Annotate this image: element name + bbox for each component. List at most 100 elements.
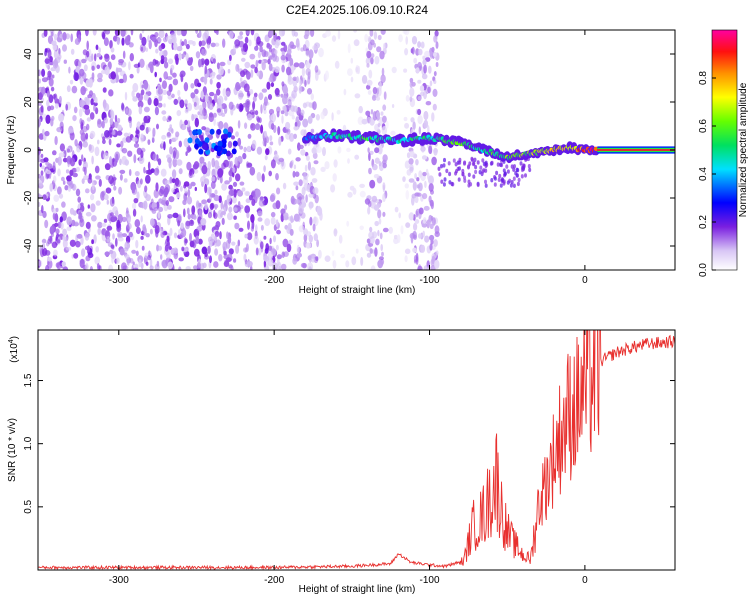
spectrogram-cell <box>422 230 426 238</box>
spectrogram-cell <box>275 200 281 210</box>
spectrogram-cell <box>311 147 317 154</box>
colorbar: 0.0 0.2 0.4 0.6 0.8 Normalized spectral ampl… <box>698 29 749 277</box>
y-tick-label: -20 <box>23 190 34 205</box>
spectrogram-cell <box>435 41 439 49</box>
spectrogram-cell <box>273 124 277 134</box>
spectrogram-cell <box>281 81 285 87</box>
spectrogram-cell <box>126 207 129 214</box>
spectrogram-cell <box>390 130 396 136</box>
spectrogram-cell <box>432 88 438 97</box>
spectrogram-cell <box>234 44 239 49</box>
spectrogram-cell <box>201 48 207 56</box>
spectrogram-cell <box>119 174 123 181</box>
spectrogram-cell <box>231 171 235 178</box>
spectrogram-cell <box>104 251 110 256</box>
spectrogram-cell <box>417 48 423 56</box>
spectrogram-cell <box>287 148 292 155</box>
spectrogram-cell <box>113 176 116 186</box>
spectrogram-cell <box>246 232 253 241</box>
spectrogram-cell <box>41 165 45 170</box>
spectrogram-cell <box>261 61 266 71</box>
spectrogram-cell <box>415 159 419 166</box>
spectrogram-cell <box>186 161 192 171</box>
spectrogram-cell <box>255 188 261 198</box>
spectrogram-cell <box>187 40 194 45</box>
spectrogram-cell <box>172 72 177 78</box>
spectrogram-cell <box>260 124 264 134</box>
spectrogram-cell <box>38 201 41 207</box>
spectrogram-cell <box>240 70 246 78</box>
spectrogram-cell <box>405 95 410 102</box>
spectrogram-cell <box>257 217 263 222</box>
signal-point <box>593 146 599 151</box>
spectrogram-cell <box>175 179 182 188</box>
spectrogram-cell <box>134 219 141 228</box>
spectrogram-cell <box>378 218 382 225</box>
spectrogram-cell <box>133 154 137 164</box>
spectrogram-cell <box>296 120 301 127</box>
spectrogram-cell <box>76 145 81 153</box>
spectrogram-cell <box>209 91 215 97</box>
spectrogram-cell <box>256 146 263 155</box>
spectrogram-cell <box>187 137 193 144</box>
x-tick-label: 0 <box>582 275 588 286</box>
spectrogram-cell <box>198 162 203 168</box>
spectrogram-cell <box>79 68 85 77</box>
spectrogram-cell <box>216 108 222 113</box>
spectrogram-cell <box>309 216 313 226</box>
spectrogram-cell <box>121 102 125 111</box>
spectrogram-cell <box>137 100 144 109</box>
spectrogram-cell <box>325 30 331 37</box>
spectrogram-cell <box>166 35 172 42</box>
spectrogram-cell <box>467 183 471 188</box>
spectrogram-cell <box>296 252 303 258</box>
spectrogram-cell <box>372 163 378 171</box>
spectrogram-cell <box>109 40 113 49</box>
spectrogram-cell <box>275 173 279 181</box>
spectrogram-cell <box>369 226 373 233</box>
spectrogram-cell <box>163 56 168 63</box>
spectrogram-cell <box>353 30 357 33</box>
spectrogram-cell <box>303 172 307 180</box>
spectrogram-cell <box>210 42 216 48</box>
spectrogram-cell <box>515 167 519 172</box>
spectrogram-cell <box>266 81 271 90</box>
spectrogram-cell <box>189 169 193 176</box>
spectrogram-cell <box>209 72 215 79</box>
spectrogram-cell <box>221 112 226 117</box>
spectrogram-cell <box>91 215 97 222</box>
spectrogram-cell <box>91 72 95 80</box>
spectrogram-cell <box>454 162 458 167</box>
spectrogram-cell <box>510 180 514 185</box>
spectrogram-cell <box>189 232 192 242</box>
spectrogram-cell <box>241 57 246 62</box>
spectrogram-cell <box>496 162 500 167</box>
spectrogram-cell <box>66 85 71 93</box>
spectrogram-cell <box>366 252 372 258</box>
spectrogram-cell <box>228 264 233 269</box>
spectrogram-cell <box>108 175 114 185</box>
spectrogram-cell <box>307 115 313 124</box>
spectrogram-cell <box>515 173 519 178</box>
spectrogram-cell <box>149 228 153 235</box>
spectrogram-cell <box>124 36 130 46</box>
spectrogram-cell <box>244 190 250 197</box>
spectrogram-cell <box>421 73 428 80</box>
spectrogram-cell <box>167 204 172 210</box>
spectrogram-cell <box>192 214 197 220</box>
spectrogram-cell <box>382 154 388 163</box>
spectrogram-cell <box>113 35 118 42</box>
spectrogram-cell <box>41 247 48 257</box>
spectrogram-cell <box>84 232 90 241</box>
snr-x-ticks: -300 -200 -100 0 <box>109 330 588 586</box>
spectrogram-cell <box>162 89 167 96</box>
spectrogram-cell <box>293 181 299 186</box>
spectrogram-cell <box>211 176 216 182</box>
spectrogram-cell <box>63 59 67 64</box>
spectrogram-cell <box>382 182 386 191</box>
spectrogram-cell <box>286 66 292 76</box>
spectrogram-cell <box>198 30 202 38</box>
spectrogram-cell <box>178 229 181 236</box>
spectrogram-cell <box>51 231 54 238</box>
